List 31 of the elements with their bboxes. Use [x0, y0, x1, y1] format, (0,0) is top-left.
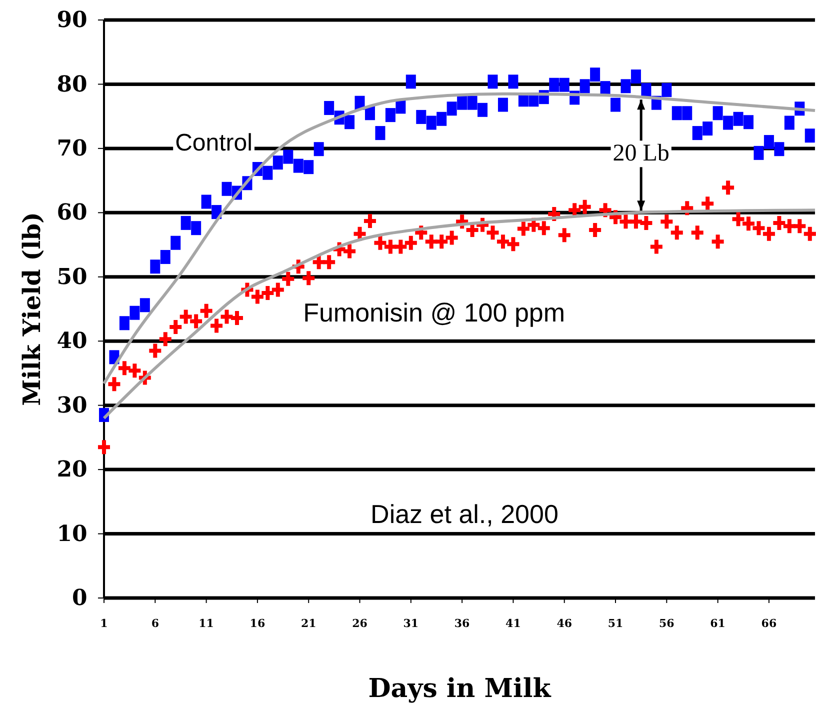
- y-tick-label: 0: [72, 585, 88, 612]
- series-label: Fumonisin @ 100 ppm: [303, 298, 566, 328]
- y-tick-label: 50: [56, 264, 88, 290]
- x-tick-label: 41: [506, 616, 521, 630]
- x-tick-label: 16: [250, 616, 266, 630]
- series-label: Control: [175, 130, 252, 157]
- y-tick-label: 90: [56, 7, 88, 34]
- y-tick-label: 30: [56, 392, 88, 418]
- x-tick-label: 11: [198, 616, 214, 630]
- y-axis-title: Milk Yield (lb): [17, 212, 46, 406]
- x-tick-label: 21: [300, 616, 316, 630]
- x-tick-label: 26: [352, 616, 368, 630]
- x-tick-label: 61: [710, 616, 726, 630]
- x-tick-label: 36: [454, 616, 470, 630]
- x-tick-label: 31: [403, 616, 419, 630]
- x-tick-label: 66: [761, 616, 777, 630]
- x-tick-label: 51: [608, 616, 624, 630]
- x-tick-label: 56: [659, 616, 675, 630]
- y-tick-label: 60: [56, 200, 88, 226]
- x-axis-title: Days in Milk: [368, 674, 552, 704]
- y-tick-label: 20: [56, 456, 88, 483]
- x-tick-label: 1: [100, 616, 108, 630]
- y-tick-label: 10: [56, 520, 88, 547]
- y-tick-label: 80: [56, 71, 88, 98]
- annotation: Diaz et al., 2000: [370, 499, 558, 529]
- y-tick-label: 40: [56, 328, 88, 354]
- line-series: [102, 92, 816, 385]
- y-tick-label: 70: [56, 135, 88, 162]
- x-tick-label: 6: [151, 616, 160, 630]
- x-tick-label: 46: [556, 616, 572, 630]
- annotation: 20 Lb: [612, 140, 670, 167]
